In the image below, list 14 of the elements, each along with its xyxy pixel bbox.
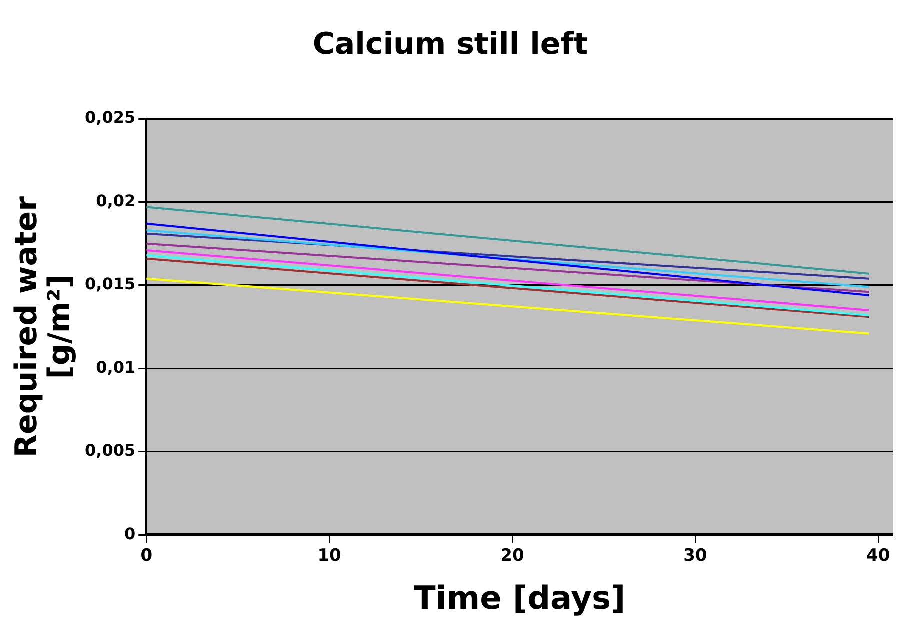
x-axis-title: Time [days] bbox=[414, 579, 626, 618]
x-tick-label: 0 bbox=[140, 546, 153, 566]
y-tick-label: 0,005 bbox=[85, 441, 136, 460]
x-tick-label: 30 bbox=[684, 546, 708, 566]
y-tick-label: 0,02 bbox=[96, 191, 136, 210]
y-axis-title: Required water [g/m²] bbox=[9, 196, 78, 458]
x-tick-label: 40 bbox=[866, 546, 890, 566]
y-tick-label: 0,01 bbox=[96, 358, 136, 377]
x-tick-label: 20 bbox=[500, 546, 524, 566]
y-tick-label: 0,015 bbox=[85, 274, 136, 294]
chart-title: Calcium still left bbox=[312, 26, 588, 62]
y-tick-label: 0 bbox=[124, 524, 136, 544]
y-tick-label: 0,025 bbox=[85, 108, 136, 128]
x-tick-label: 10 bbox=[318, 546, 342, 566]
